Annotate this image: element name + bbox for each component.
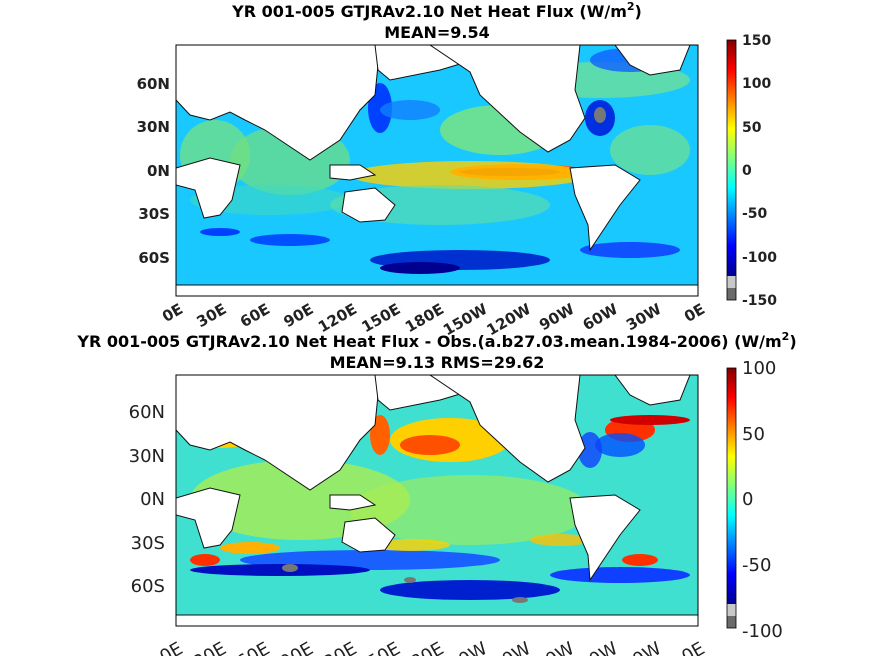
panel-1-yticks: 60N 30N 0N 30S 60S: [137, 75, 170, 267]
panel-2-xtick-0: 0E: [156, 638, 186, 656]
panel-2-cbtick-50: 50: [742, 424, 765, 445]
panel-1-xtick-11: 30W: [623, 300, 665, 335]
panel-1: YR 001-005 GTJRAv2.10 Net Heat Flux (W/m…: [137, 0, 778, 339]
panel-2-ytick-30s: 30S: [131, 533, 165, 554]
panel-1-xtick-1: 30E: [194, 300, 230, 331]
panel-1-cbtick-100: 100: [742, 76, 771, 92]
panel-1-cbtick-0: 0: [742, 163, 752, 179]
panel-2-cbtick-100: 100: [742, 358, 776, 379]
panel-1-frame: [175, 44, 699, 297]
panel-1-ytick-30n: 30N: [137, 118, 170, 136]
panel-1-xtick-12: 0E: [681, 300, 708, 326]
panel-2-ytick-60n: 60N: [129, 402, 165, 423]
panel-1-land: [176, 45, 698, 296]
panel-2-xtick-6: 180E: [397, 638, 447, 656]
panel-1-xtick-6: 180E: [402, 300, 447, 336]
panel-1-ytick-60s: 60S: [138, 249, 170, 267]
panel-1-xtick-3: 90E: [281, 300, 317, 331]
panel-2: YR 001-005 GTJRAv2.10 Net Heat Flux - Ob…: [76, 330, 796, 656]
panel-1-cbtick-150: 150: [742, 33, 771, 49]
panel-1-ytick-0n: 0N: [147, 162, 170, 180]
panel-1-colorbar-gray-light: [727, 276, 736, 288]
panel-2-colorbar-gray-dark: [727, 616, 736, 628]
panel-1-xtick-2: 60E: [237, 300, 273, 331]
panel-2-subtitle: MEAN=9.13 RMS=29.62: [330, 353, 545, 372]
panel-1-xtick-4: 120E: [315, 300, 360, 336]
panel-2-ytick-0n: 0N: [140, 489, 165, 510]
panel-1-xtick-0: 0E: [159, 300, 186, 326]
panel-2-colorbar: 100 50 0 -50 -100: [726, 358, 783, 642]
panel-1-colorbar-scale: [727, 40, 736, 276]
panel-2-map: [176, 375, 698, 626]
panel-1-xtick-10: 60W: [580, 300, 622, 335]
panel-2-colorbar-scale: [727, 368, 736, 604]
panel-1-cbtick-neg100: -100: [742, 250, 777, 266]
panel-1-colorbar: 150 100 50 0 -50 -100 -150: [726, 33, 777, 309]
panel-1-xtick-5: 150E: [359, 300, 404, 336]
panel-1-colorbar-gray-dark: [727, 288, 736, 300]
panel-2-cbtick-neg100: -100: [742, 621, 783, 642]
panel-2-xtick-4: 120E: [310, 638, 360, 656]
panel-2-xtick-3: 90E: [277, 638, 317, 656]
panel-2-xtick-11: 30W: [619, 638, 665, 656]
panel-1-cbtick-50: 50: [742, 120, 762, 136]
panel-2-title: YR 001-005 GTJRAv2.10 Net Heat Flux - Ob…: [76, 330, 796, 351]
panel-2-xtick-1: 30E: [190, 638, 230, 656]
panel-2-xtick-9: 90W: [532, 638, 578, 656]
panel-1-xtick-9: 90W: [536, 300, 578, 335]
panel-2-cbtick-0: 0: [742, 489, 753, 510]
panel-1-title: YR 001-005 GTJRAv2.10 Net Heat Flux (W/m…: [231, 0, 642, 21]
panel-2-xtick-12: 0E: [678, 638, 708, 656]
panel-2-xtick-10: 60W: [576, 638, 622, 656]
panel-2-land: [176, 375, 698, 626]
panel-2-cbtick-neg50: -50: [742, 555, 771, 576]
panel-1-ytick-60n: 60N: [137, 75, 170, 93]
panel-2-xtick-5: 150E: [354, 638, 404, 656]
panel-2-ytick-30n: 30N: [129, 446, 165, 467]
panel-2-xtick-2: 60E: [233, 638, 273, 656]
panel-2-yticks: 60N 30N 0N 30S 60S: [129, 402, 165, 597]
panel-1-cbtick-neg50: -50: [742, 206, 768, 222]
panel-2-xticks: 0E30E60E90E120E150E180E150W120W90W60W30W…: [156, 638, 708, 656]
panel-1-ytick-30s: 30S: [138, 205, 170, 223]
panel-1-subtitle: MEAN=9.54: [384, 23, 490, 42]
panel-1-cbtick-neg150: -150: [742, 293, 777, 309]
panel-1-map: [176, 45, 698, 296]
panel-2-colorbar-gray-light: [727, 604, 736, 616]
panel-2-ytick-60s: 60S: [131, 576, 165, 597]
panel-2-frame: [175, 374, 699, 627]
